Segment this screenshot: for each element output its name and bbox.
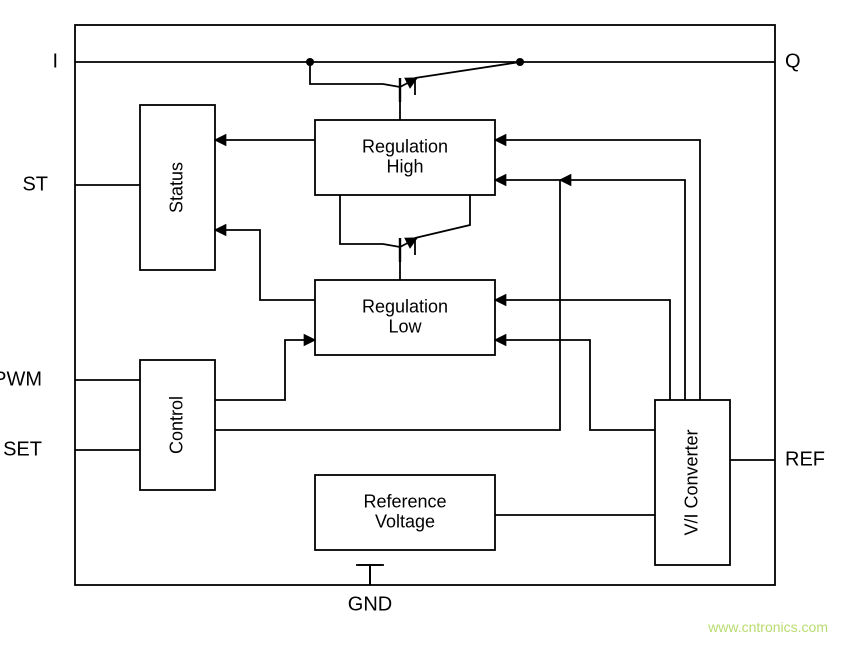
pin-label-ref: REF	[785, 448, 825, 470]
block-diagram: I Q ST PWM SET REF GND Status RegulationHigh Regu…	[0, 0, 842, 647]
pin-label-q: Q	[785, 50, 801, 72]
pin-label-gnd: GND	[348, 593, 392, 615]
block-label-vi_conv: V/I Converter	[681, 429, 701, 535]
pin-label-pwm: PWM	[0, 368, 42, 390]
transistor-high	[383, 78, 417, 102]
block-label-control: Control	[166, 396, 186, 454]
pin-label-set: SET	[3, 438, 42, 460]
transistor-low	[383, 238, 417, 262]
pin-label-i: I	[52, 50, 58, 72]
block-label-refv: ReferenceVoltage	[363, 491, 446, 531]
watermark: www.cntronics.com	[707, 619, 828, 635]
block-label-reg_high: RegulationHigh	[362, 136, 448, 176]
block-label-reg_low: RegulationLow	[362, 296, 448, 336]
pin-label-st: ST	[22, 173, 48, 195]
block-label-status: Status	[166, 162, 186, 213]
